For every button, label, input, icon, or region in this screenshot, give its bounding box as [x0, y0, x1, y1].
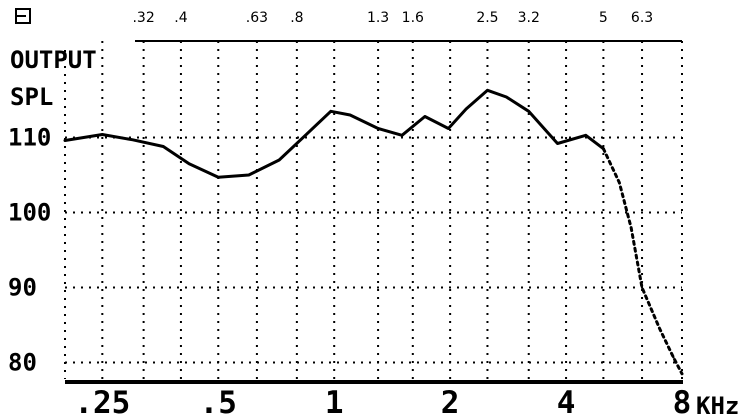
bottom-tick-label-3: 1 — [325, 385, 344, 417]
top-axis: .32 .4 .63 .8 1.3 1.6 2.5 3.2 5 6.3 — [132, 10, 682, 42]
top-tick-label-5: 1.3 — [367, 10, 389, 26]
series-1-point-18 — [505, 95, 508, 99]
series-1-point-15 — [447, 127, 450, 130]
left-axis: 110 100 90 80 — [8, 124, 51, 377]
left-tick-label-4: 80 — [8, 349, 37, 377]
series-1-point-14 — [423, 115, 427, 118]
series-1-point-7 — [247, 173, 250, 177]
series-1-point-13 — [400, 134, 404, 137]
top-tick-label-4: .8 — [290, 10, 303, 26]
series-2-point-6 — [672, 356, 675, 359]
grid — [64, 41, 683, 379]
series-2-point-7 — [680, 372, 684, 375]
series-2-point-3 — [629, 226, 633, 229]
top-tick-label-1: .32 — [132, 10, 154, 26]
series-1-point-5 — [187, 162, 191, 165]
series-1-point-10 — [329, 110, 332, 113]
series-line-1 — [63, 88, 605, 179]
series-1-point-19 — [527, 110, 530, 113]
corner-icon — [15, 8, 31, 24]
series — [63, 88, 684, 376]
left-tick-label-3: 90 — [8, 274, 37, 302]
series-1-point-8 — [278, 158, 281, 162]
series-1-point-2 — [101, 133, 104, 136]
bottom-tick-label-5: 4 — [557, 385, 576, 417]
series-1-point-12 — [376, 127, 380, 130]
top-tick-label-8: 3.2 — [518, 10, 540, 26]
series-1-point-3 — [131, 138, 134, 141]
left-tick-label-1: 110 — [8, 124, 51, 152]
left-tick-label-2: 100 — [8, 199, 51, 227]
bottom-tick-label-6: 8 — [673, 385, 692, 417]
bottom-axis: .25 .5 1 2 4 8 — [65, 380, 692, 417]
series-1-point-11 — [348, 113, 352, 117]
series-2-point-4 — [640, 286, 644, 289]
ylabel-line-1: OUTPUT — [10, 46, 97, 74]
series-1-point-9 — [305, 132, 309, 135]
top-tick-label-9: 5 — [599, 10, 608, 26]
bottom-tick-label-4: 2 — [441, 385, 460, 417]
top-tick-label-10: 6.3 — [631, 10, 653, 26]
series-1-point-17 — [486, 89, 489, 92]
series-line-2 — [601, 147, 684, 376]
series-1-point-21 — [584, 134, 587, 137]
series-2-point-2 — [618, 181, 621, 184]
series-1-point-20 — [556, 142, 559, 145]
top-tick-label-7: 2.5 — [476, 10, 498, 26]
series-1-point-1 — [63, 139, 67, 142]
bottom-tick-label-1: .25 — [74, 385, 130, 417]
series-2-point-5 — [658, 327, 661, 330]
top-tick-label-6: 1.6 — [402, 10, 424, 26]
series-1-point-6 — [217, 176, 220, 179]
x-unit-label: KHz — [696, 392, 739, 417]
series-1-point-16 — [464, 107, 468, 111]
top-tick-label-2: .4 — [174, 10, 187, 26]
ylabel-line-2: SPL — [10, 83, 53, 111]
bottom-tick-label-2: .5 — [200, 385, 237, 417]
series-2-point-1 — [602, 147, 605, 150]
top-tick-label-3: .63 — [246, 10, 268, 26]
series-1-point-4 — [162, 145, 165, 148]
